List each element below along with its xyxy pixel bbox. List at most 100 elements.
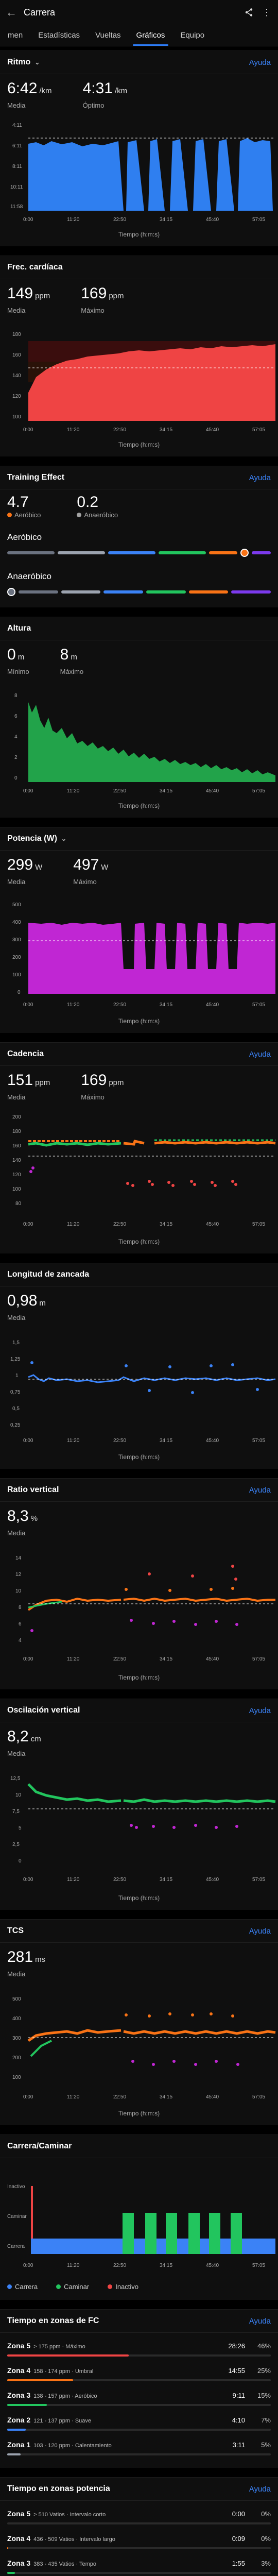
ayuda-link[interactable]: Ayuda	[249, 1485, 271, 1495]
x-tick: 57:05	[252, 427, 265, 433]
zone-name: Zona 3	[7, 2391, 31, 2399]
section-training-effect: Training Effect Ayuda 4.7 Aeróbico 0.2 Ana…	[0, 466, 278, 607]
tab-graficos[interactable]: Gráficos	[129, 25, 173, 46]
zonas-fc-title: Tiempo en zonas de FC	[7, 2316, 99, 2325]
oscilacion-chart[interactable]: 12,5 10 7,5 5 2,5 0 0:00 11:20 22:50 34:…	[0, 1764, 278, 1892]
carrera-caminar-chart[interactable]: Inactivo Caminar Carrera 0:00 11:20 22:5…	[0, 2161, 278, 2280]
altura-chart[interactable]: 8 6 4 2 0 0:00 11:20 22:50 34:15 45:40 5…	[0, 682, 278, 800]
fc-chart[interactable]: 180 160 140 120 100 0:00 11:20 22:50 34:…	[0, 320, 278, 439]
ratio-chart[interactable]: 14 12 10 8 6 4 0:00 11:20 22:50 34:15 45…	[0, 1543, 278, 1672]
ayuda-link[interactable]: Ayuda	[249, 1926, 271, 1936]
zone-bar	[7, 2404, 271, 2406]
section-ratio-vertical: Ratio vertical Ayuda 8,3% Media 14 12 10 …	[0, 1478, 278, 1689]
share-icon[interactable]	[242, 5, 256, 20]
zone-name: Zona 3	[7, 2559, 31, 2567]
fc-title: Frec. cardíaca	[7, 263, 63, 272]
potencia-chart[interactable]: 500 400 300 200 100 0 0:00 11:20 22:50 3…	[0, 892, 278, 1015]
te-title: Training Effect	[7, 473, 65, 482]
fc-avg: 149	[7, 285, 33, 302]
ratio-ytick: 6	[19, 1621, 22, 1627]
x-tick: 11:20	[67, 1222, 80, 1227]
tcs-avg-unit: ms	[35, 1955, 46, 1964]
chevron-down-icon[interactable]: ⌄	[61, 835, 66, 842]
tab-estadisticas[interactable]: Estadísticas	[38, 31, 80, 40]
cadencia-ytick: 120	[12, 1172, 21, 1178]
x-tick: 57:05	[252, 788, 265, 794]
oscilacion-ytick: 10	[15, 1792, 22, 1798]
altura-ytick: 2	[14, 755, 18, 760]
arrow-left-icon[interactable]: ←	[6, 6, 17, 19]
ritmo-best: 4:31	[82, 80, 113, 97]
x-tick: 0:00	[23, 1222, 33, 1227]
tcs-chart[interactable]: 500 400 300 200 100 0:00 11:20 22:50 34:…	[0, 1984, 278, 2108]
cadencia-title: Cadencia	[7, 1049, 44, 1058]
potencia-ytick: 0	[18, 990, 21, 995]
zone-time: 0:00	[232, 2510, 245, 2518]
altura-ytick: 6	[14, 714, 18, 719]
ritmo-chart[interactable]: 4:11 6:11 8:11 10:11 11:58 0:00 11:20 22…	[0, 115, 278, 229]
tab-vueltas[interactable]: Vueltas	[95, 31, 121, 40]
x-tick: 11:20	[67, 1656, 80, 1662]
x-tick: 22:50	[113, 2094, 126, 2100]
fc-ytick: 100	[12, 414, 21, 420]
cadencia-chart[interactable]: 200 180 160 140 120 100 80 0:00	[0, 1107, 278, 1236]
x-axis-label: Tiempo (h:m:s)	[118, 1453, 160, 1461]
dot-icon	[56, 2284, 61, 2289]
ayuda-link[interactable]: Ayuda	[249, 2316, 271, 2326]
x-tick: 45:40	[206, 1438, 219, 1444]
altura-ytick: 0	[14, 775, 18, 781]
tcs-avg-label: Media	[7, 1970, 26, 1978]
x-tick: 11:20	[67, 788, 80, 794]
ritmo-avg-unit: /km	[39, 87, 52, 95]
potencia-ytick: 500	[12, 902, 21, 908]
cadencia-avg-label: Media	[7, 1093, 26, 1101]
altura-ytick: 8	[14, 693, 18, 699]
zone-bar-fill	[7, 2453, 21, 2455]
zone-desc: 138 - 157 ppm · Aeróbico	[33, 2393, 97, 2399]
ayuda-link[interactable]: Ayuda	[249, 1706, 271, 1715]
more-vertical-icon[interactable]: ⋮	[262, 7, 271, 18]
cc-ytick: Caminar	[7, 2214, 27, 2219]
tab-resumen[interactable]: men	[8, 31, 23, 40]
altura-max-label: Máximo	[60, 668, 84, 675]
fc-ytick: 160	[12, 352, 21, 358]
zancada-avg-unit: m	[39, 1299, 46, 1308]
zone-time: 4:10	[232, 2416, 245, 2424]
ayuda-link[interactable]: Ayuda	[249, 473, 271, 482]
x-axis-label: Tiempo (h:m:s)	[118, 2110, 160, 2117]
x-tick: 0:00	[23, 217, 33, 223]
oscilacion-title: Oscilación vertical	[7, 1706, 80, 1715]
dot-icon	[7, 2284, 12, 2289]
ayuda-link[interactable]: Ayuda	[249, 2484, 271, 2494]
zone-bar	[7, 2522, 271, 2524]
ayuda-link[interactable]: Ayuda	[249, 58, 271, 67]
fc-avg-unit: ppm	[35, 292, 50, 300]
section-zonas-fc: Tiempo en zonas de FC Ayuda Zona 5 > 175 …	[0, 2309, 278, 2468]
tab-equipo[interactable]: Equipo	[180, 31, 205, 40]
zone-row: Zona 4 158 - 174 ppm · Umbral 14:55 25%	[0, 2362, 278, 2379]
section-oscilacion: Oscilación vertical Ayuda 8,2 cm Media 12,…	[0, 1699, 278, 1910]
ratio-ytick: 4	[19, 1638, 22, 1643]
legend-caminar: Caminar	[64, 2283, 90, 2291]
tcs-ytick: 500	[12, 1996, 21, 2002]
potencia-max-unit: W	[101, 863, 109, 872]
oscilacion-avg-unit: cm	[30, 1735, 41, 1743]
section-carrera-caminar: Carrera/Caminar Inactivo Caminar Carrera…	[0, 2134, 278, 2300]
x-tick: 0:00	[23, 2094, 33, 2100]
x-tick: 0:00	[23, 1877, 33, 1883]
zone-bar-fill	[7, 2404, 47, 2406]
zonas-fc-list: Zona 5 > 175 ppm · Máximo 28:26 46% Zona 4 15…	[0, 2333, 278, 2468]
te-aerobic-label: Aeróbico	[14, 511, 41, 519]
chevron-down-icon[interactable]: ⌄	[34, 59, 40, 66]
section-zancada: Longitud de zancada 0,98 m Media 1,5 1,25 …	[0, 1263, 278, 1469]
x-tick: 34:15	[160, 788, 172, 794]
ayuda-link[interactable]: Ayuda	[249, 1049, 271, 1059]
section-ritmo: Ritmo ⌄ Ayuda 6:42/km Media 4:31/km Óptimo …	[0, 50, 278, 246]
zone-pct: 5%	[261, 2441, 271, 2449]
zone-bar	[7, 2379, 271, 2381]
zancada-chart[interactable]: 1,5 1,25 1 0,75 0,5 0,25 0:00 11:20 22:5…	[0, 1328, 278, 1451]
zone-bar	[7, 2354, 271, 2357]
x-tick: 57:05	[252, 1222, 265, 1227]
x-tick: 45:40	[206, 1222, 219, 1227]
zone-desc: > 175 ppm · Máximo	[33, 2344, 85, 2350]
